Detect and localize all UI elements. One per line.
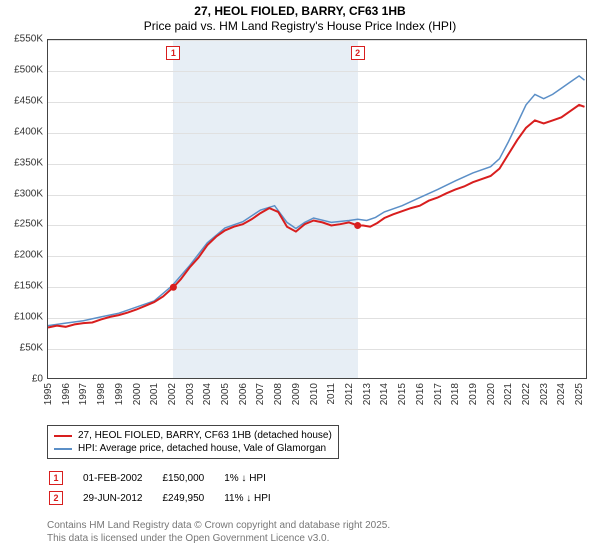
sale-date: 29-JUN-2012 (83, 489, 160, 507)
y-axis-label: £50K (5, 343, 43, 354)
sales-table: 1 01-FEB-2002£150,0001% ↓ HPI 2 29-JUN-2012… (47, 467, 291, 509)
y-axis-label: £350K (5, 157, 43, 168)
y-axis-label: £500K (5, 64, 43, 75)
footer-line2: This data is licensed under the Open Gov… (47, 532, 600, 545)
legend-item: 27, HEOL FIOLED, BARRY, CF63 1HB (detach… (54, 429, 332, 442)
sale-vs-hpi: 11% ↓ HPI (224, 489, 289, 507)
chart-container: 12 £0£50K£100K£150K£200K£250K£300K£350K£… (5, 39, 595, 419)
table-row: 1 01-FEB-2002£150,0001% ↓ HPI (49, 469, 289, 487)
y-axis-label: £100K (5, 312, 43, 323)
y-axis-label: £200K (5, 250, 43, 261)
y-axis-label: £0 (5, 374, 43, 385)
chart-marker: 1 (166, 46, 180, 60)
y-axis-label: £450K (5, 95, 43, 106)
sale-price: £150,000 (162, 469, 222, 487)
chart-svg (48, 40, 588, 380)
legend: 27, HEOL FIOLED, BARRY, CF63 1HB (detach… (47, 425, 339, 459)
chart-subtitle: Price paid vs. HM Land Registry's House … (0, 19, 600, 39)
sale-price: £249,950 (162, 489, 222, 507)
sale-vs-hpi: 1% ↓ HPI (224, 469, 289, 487)
legend-item: HPI: Average price, detached house, Vale… (54, 442, 332, 455)
legend-label: 27, HEOL FIOLED, BARRY, CF63 1HB (detach… (78, 430, 332, 441)
plot-area: 12 (47, 39, 587, 379)
sale-marker: 2 (49, 491, 63, 505)
chart-title: 27, HEOL FIOLED, BARRY, CF63 1HB (0, 0, 600, 19)
footer-line1: Contains HM Land Registry data © Crown c… (47, 519, 600, 532)
x-axis-label: 2025 (574, 383, 600, 405)
sale-date: 01-FEB-2002 (83, 469, 160, 487)
sale-point (354, 222, 361, 229)
series-line (48, 105, 585, 328)
legend-swatch (54, 435, 72, 437)
legend-label: HPI: Average price, detached house, Vale… (78, 443, 326, 454)
y-axis-label: £150K (5, 281, 43, 292)
y-axis-label: £300K (5, 188, 43, 199)
chart-marker: 2 (351, 46, 365, 60)
table-row: 2 29-JUN-2012£249,95011% ↓ HPI (49, 489, 289, 507)
y-axis-label: £400K (5, 126, 43, 137)
legend-swatch (54, 448, 72, 450)
sale-marker: 1 (49, 471, 63, 485)
y-axis-label: £550K (5, 34, 43, 45)
series-line (48, 76, 585, 326)
sale-point (170, 284, 177, 291)
footer-attribution: Contains HM Land Registry data © Crown c… (47, 519, 600, 545)
y-axis-label: £250K (5, 219, 43, 230)
